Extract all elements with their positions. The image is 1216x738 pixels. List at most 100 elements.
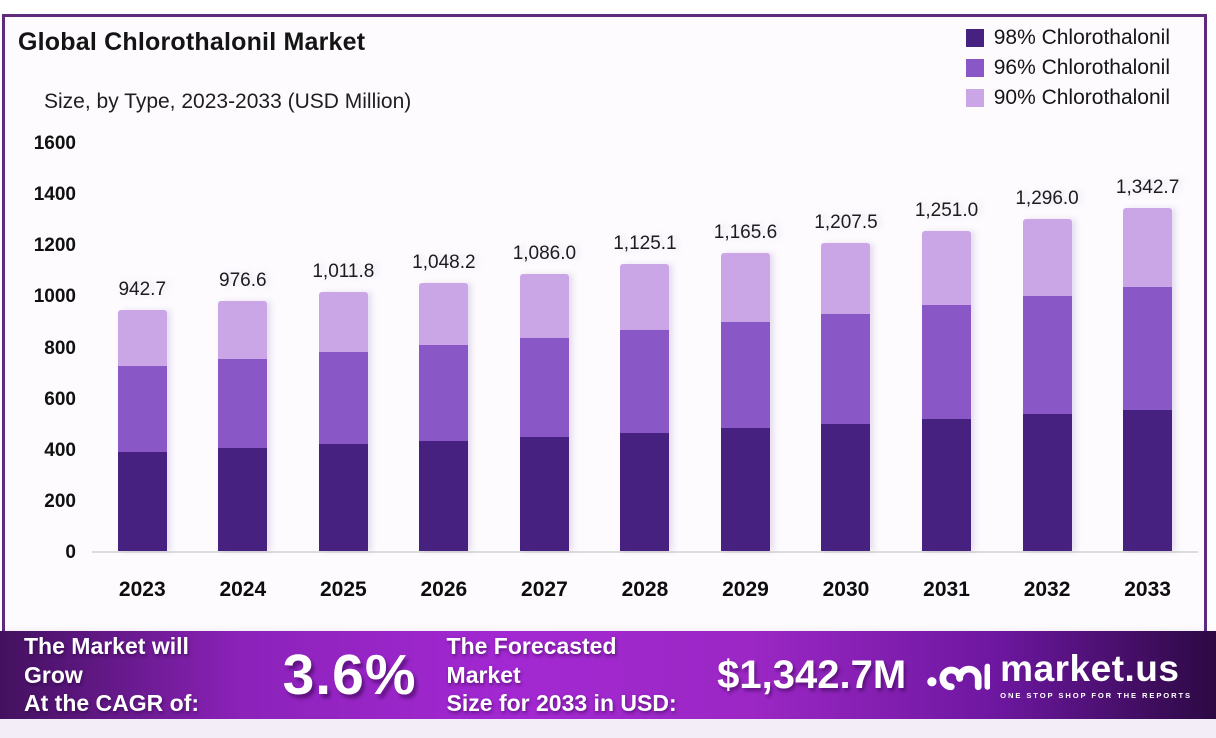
x-tick-label: 2031 [923,578,970,601]
bar-segment-98pct [117,452,167,551]
forecast-value: $1,342.7M [717,652,907,697]
y-tick-label: 200 [44,490,76,512]
bar-segment-98pct [922,419,972,551]
bar-segment-96pct [218,359,268,448]
bar-segment-98pct [1022,414,1072,551]
bar-segment-96pct [318,352,368,444]
bar-segment-98pct [720,428,770,551]
bar-segment-98pct [821,424,871,551]
bar-2033: 1,342.7 [1116,177,1179,551]
bar-2026: 1,048.2 [412,252,476,551]
legend-swatch-98 [965,29,984,47]
legend-item-90: 90% Chlorothalonil [965,86,1170,110]
bar-segment-96pct [419,345,469,441]
y-axis-ticks: 1600 1400 1200 1000 800 600 400 200 0 [10,133,76,563]
y-tick-label: 400 [44,439,76,461]
footer-ribbon: The Market will Grow At the CAGR of: 3.6… [0,631,1216,719]
bar-segment-90pct [519,274,569,338]
bar-total-label: 1,011.8 [312,261,375,282]
bar-segment-90pct [821,243,871,314]
y-tick-label: 600 [44,388,76,410]
bar-segment-98pct [419,441,469,551]
bar-2027: 1,086.0 [513,243,576,551]
bar-total-label: 1,086.0 [512,243,577,264]
cagr-label: The Market will Grow At the CAGR of: [24,632,249,718]
legend-item-98: 98% Chlorothalonil [965,26,1170,50]
plot-area: 942.7 976.6 1,011.8 1,048.2 1,086.0 1,125.1 1,… [92,144,1198,553]
cagr-label-line1: The Market will Grow [24,632,189,688]
bottom-strip [0,719,1216,738]
forecast-label: The Forecasted Market Size for 2033 in U… [447,632,692,718]
brand-tagline: ONE STOP SHOP FOR THE REPORTS [1000,691,1192,700]
y-tick-label: 1000 [33,286,76,308]
x-tick-label: 2030 [822,578,870,601]
bar-segment-96pct [1123,287,1173,410]
bar-segment-96pct [519,338,569,437]
bar-total-label: 976.6 [219,270,267,291]
bar-total-label: 1,048.2 [412,252,476,273]
y-tick-label: 1600 [33,133,76,154]
bar-total-label: 1,296.0 [1015,188,1079,209]
chart-frame [2,14,1207,632]
x-tick-label: 2033 [1124,578,1171,601]
marketus-swirl-icon [927,663,991,691]
bar-segment-96pct [1022,296,1072,414]
bar-segment-96pct [117,366,167,452]
x-tick-label: 2029 [722,578,769,601]
x-tick-label: 2023 [118,578,166,601]
forecast-label-line2: Size for 2033 in USD: [446,690,677,717]
brand-text: market.us ONE STOP SHOP FOR THE REPORTS [1000,650,1192,700]
bar-segment-90pct [720,253,770,322]
bar-total-label: 942.7 [118,279,167,300]
x-tick-label: 2025 [319,578,367,601]
bar-segment-98pct [1123,410,1173,551]
bar-segment-98pct [620,433,670,551]
y-tick-label: 1400 [33,184,76,206]
cagr-value: 3.6% [282,643,417,707]
bar-total-label: 1,165.6 [713,222,778,243]
bar-segment-90pct [318,292,368,352]
brand-name: market.us [1000,648,1180,689]
bar-segment-96pct [720,322,770,428]
bar-segment-90pct [117,310,167,366]
x-tick-label: 2024 [219,578,267,601]
bar-segment-90pct [218,301,268,359]
x-tick-label: 2028 [621,578,669,601]
legend-item-96: 96% Chlorothalonil [965,56,1170,80]
legend-label-96: 96% Chlorothalonil [993,56,1170,79]
legend-label-98: 98% Chlorothalonil [993,26,1170,49]
bar-segment-90pct [419,283,469,345]
bar-2029: 1,165.6 [714,222,777,551]
y-tick-label: 0 [65,542,76,563]
legend: 98% Chlorothalonil 96% Chlorothalonil 90… [965,26,1170,110]
bar-segment-98pct [318,444,368,551]
legend-swatch-96 [965,59,984,77]
bar-2025: 1,011.8 [312,261,374,551]
cagr-label-line2: At the CAGR of: [24,690,200,717]
bar-segment-98pct [218,448,268,551]
y-tick-label: 1200 [33,235,76,257]
bar-2024: 976.6 [218,270,268,551]
forecast-label-line1: The Forecasted Market [446,632,617,688]
x-axis-labels: 2023 2024 2025 2026 2027 2028 2029 2030 2031 2032… [92,578,1198,602]
bar-segment-90pct [1022,219,1072,296]
bar-segment-90pct [922,231,972,305]
bar-total-label: 1,342.7 [1115,177,1180,198]
x-tick-label: 2027 [521,578,568,601]
bar-total-label: 1,251.0 [914,200,979,221]
bar-total-label: 1,207.5 [814,212,878,233]
bar-2031: 1,251.0 [915,200,978,551]
bar-2032: 1,296.0 [1015,188,1079,551]
bar-2023: 942.7 [117,279,167,551]
bar-segment-96pct [620,330,670,433]
bar-segment-90pct [620,264,670,330]
bar-segment-90pct [1123,208,1173,287]
brand-logo: market.us ONE STOP SHOP FOR THE REPORTS [926,649,1192,701]
bar-segment-96pct [922,305,972,419]
chart-subtitle: Size, by Type, 2023-2033 (USD Million) [44,90,412,113]
legend-label-90: 90% Chlorothalonil [993,86,1170,109]
bar-2028: 1,125.1 [613,233,677,551]
bar-2030: 1,207.5 [814,212,878,551]
x-tick-label: 2026 [420,578,468,601]
